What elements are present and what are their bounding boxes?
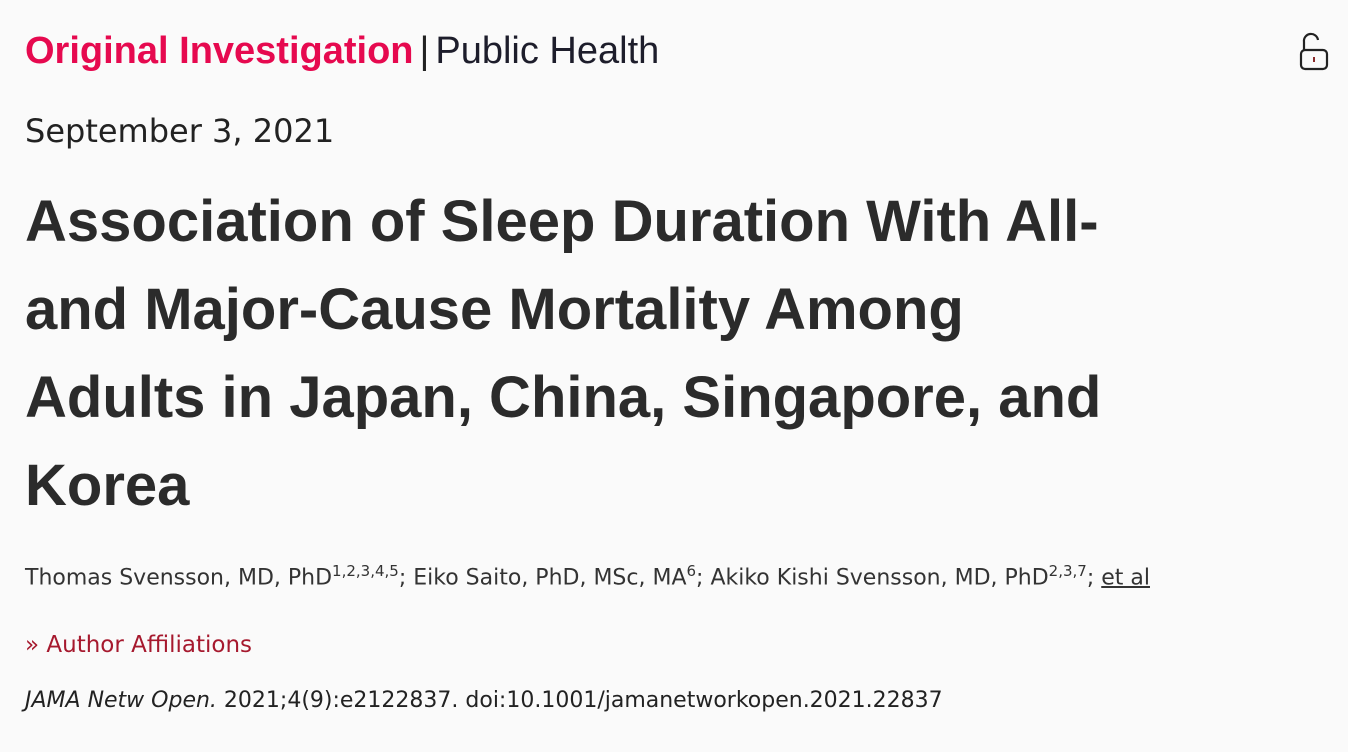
author-affiliation-refs: 6 xyxy=(686,562,697,580)
citation-details: 2021;4(9):e2122837. doi:10.1001/jamanetw… xyxy=(216,688,943,713)
article-title: Association of Sleep Duration With All- … xyxy=(25,178,1101,530)
et-al-link[interactable]: et al xyxy=(1101,565,1150,591)
author-name: Akiko Kishi Svensson, MD, PhD xyxy=(710,565,1049,591)
citation: JAMA Netw Open. 2021;4(9):e2122837. doi:… xyxy=(25,688,943,713)
title-line: and Major-Cause Mortality Among xyxy=(25,277,964,342)
title-line: Association of Sleep Duration With All- xyxy=(25,189,1099,254)
article-type[interactable]: Original Investigation xyxy=(25,30,414,72)
header-separator: | xyxy=(419,30,430,72)
author-affiliation-refs: 2,3,7 xyxy=(1048,562,1087,580)
title-line: Korea xyxy=(25,453,190,518)
article-header: Original Investigation | Public Health xyxy=(25,30,659,73)
title-line: Adults in Japan, China, Singapore, and xyxy=(25,365,1102,430)
open-lock-icon xyxy=(1299,32,1329,71)
journal-abbrev: JAMA Netw Open. xyxy=(25,688,217,713)
double-chevron-right-icon: » xyxy=(25,632,40,658)
article-category[interactable]: Public Health xyxy=(435,30,660,72)
author-affiliations-toggle[interactable]: » Author Affiliations xyxy=(25,632,252,658)
author-affiliation-refs: 1,2,3,4,5 xyxy=(332,562,399,580)
publication-date: September 3, 2021 xyxy=(25,112,335,150)
author-list: Thomas Svensson, MD, PhD1,2,3,4,5; Eiko … xyxy=(25,562,1150,591)
author-name: Thomas Svensson, MD, PhD xyxy=(25,565,333,591)
author-affiliations-label: Author Affiliations xyxy=(46,632,253,658)
author-name: Eiko Saito, PhD, MSc, MA xyxy=(413,565,687,591)
